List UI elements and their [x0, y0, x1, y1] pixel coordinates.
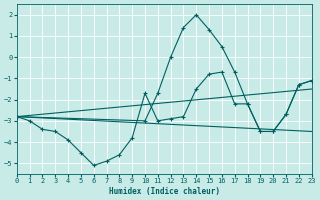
X-axis label: Humidex (Indice chaleur): Humidex (Indice chaleur)	[109, 187, 220, 196]
